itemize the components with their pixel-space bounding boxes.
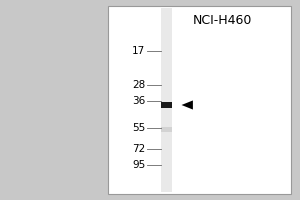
Bar [161,8,172,192]
Polygon shape [182,100,193,110]
Text: NCI-H460: NCI-H460 [193,14,252,27]
Text: 17: 17 [132,46,146,56]
Text: 72: 72 [132,144,146,154]
Text: 55: 55 [132,123,146,133]
Text: 28: 28 [132,80,146,90]
Bar [161,102,172,108]
Bar [161,127,172,132]
Text: 95: 95 [132,160,146,170]
Text: 36: 36 [132,96,146,106]
Bar [108,6,291,194]
